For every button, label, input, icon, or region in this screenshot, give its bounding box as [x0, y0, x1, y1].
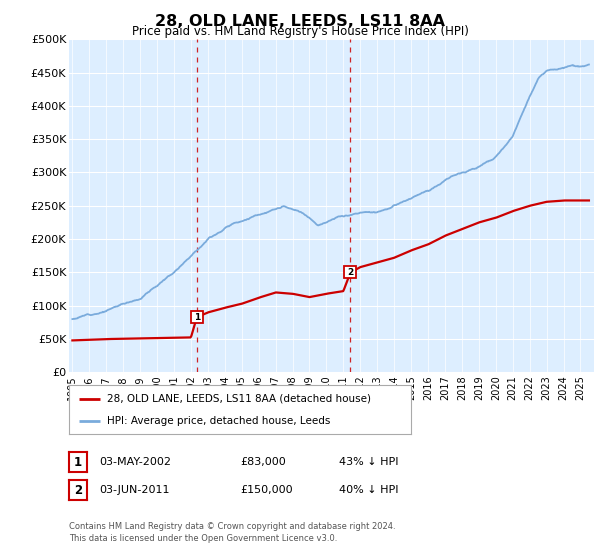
Text: £150,000: £150,000	[240, 485, 293, 495]
Text: Price paid vs. HM Land Registry's House Price Index (HPI): Price paid vs. HM Land Registry's House …	[131, 25, 469, 38]
Text: 03-JUN-2011: 03-JUN-2011	[99, 485, 170, 495]
Text: £83,000: £83,000	[240, 457, 286, 467]
Text: 03-MAY-2002: 03-MAY-2002	[99, 457, 171, 467]
Text: 28, OLD LANE, LEEDS, LS11 8AA: 28, OLD LANE, LEEDS, LS11 8AA	[155, 14, 445, 29]
Text: 1: 1	[194, 312, 200, 321]
Text: 2: 2	[74, 483, 82, 497]
Text: 1: 1	[74, 455, 82, 469]
Text: 2: 2	[347, 268, 353, 277]
Text: 43% ↓ HPI: 43% ↓ HPI	[339, 457, 398, 467]
Text: Contains HM Land Registry data © Crown copyright and database right 2024.
This d: Contains HM Land Registry data © Crown c…	[69, 522, 395, 543]
Text: 40% ↓ HPI: 40% ↓ HPI	[339, 485, 398, 495]
Text: 28, OLD LANE, LEEDS, LS11 8AA (detached house): 28, OLD LANE, LEEDS, LS11 8AA (detached …	[107, 394, 371, 404]
Text: HPI: Average price, detached house, Leeds: HPI: Average price, detached house, Leed…	[107, 416, 330, 426]
